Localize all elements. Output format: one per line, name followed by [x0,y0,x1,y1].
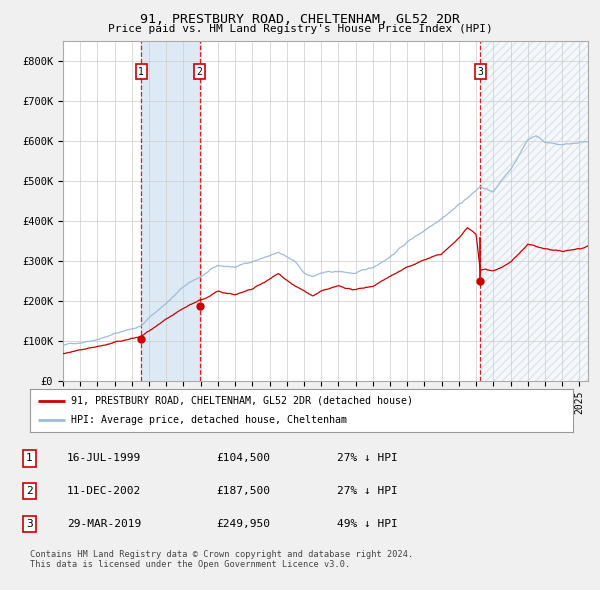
Text: 3: 3 [478,67,483,77]
Text: £249,950: £249,950 [217,519,271,529]
Text: 11-DEC-2002: 11-DEC-2002 [67,486,141,496]
Text: 91, PRESTBURY ROAD, CHELTENHAM, GL52 2DR: 91, PRESTBURY ROAD, CHELTENHAM, GL52 2DR [140,13,460,26]
Text: 29-MAR-2019: 29-MAR-2019 [67,519,141,529]
Text: 27% ↓ HPI: 27% ↓ HPI [337,486,398,496]
Text: 1: 1 [138,67,144,77]
Text: 3: 3 [26,519,32,529]
Text: 91, PRESTBURY ROAD, CHELTENHAM, GL52 2DR (detached house): 91, PRESTBURY ROAD, CHELTENHAM, GL52 2DR… [71,396,413,406]
Text: 16-JUL-1999: 16-JUL-1999 [67,454,141,463]
Text: £104,500: £104,500 [217,454,271,463]
Text: 1: 1 [26,454,32,463]
Text: Contains HM Land Registry data © Crown copyright and database right 2024.
This d: Contains HM Land Registry data © Crown c… [30,550,413,569]
Bar [480,41,588,381]
Text: £187,500: £187,500 [217,486,271,496]
Text: HPI: Average price, detached house, Cheltenham: HPI: Average price, detached house, Chel… [71,415,347,425]
Text: 2: 2 [26,486,32,496]
Bar [141,41,200,381]
Text: 27% ↓ HPI: 27% ↓ HPI [337,454,398,463]
Text: Price paid vs. HM Land Registry's House Price Index (HPI): Price paid vs. HM Land Registry's House … [107,24,493,34]
Text: 49% ↓ HPI: 49% ↓ HPI [337,519,398,529]
Text: 2: 2 [197,67,203,77]
